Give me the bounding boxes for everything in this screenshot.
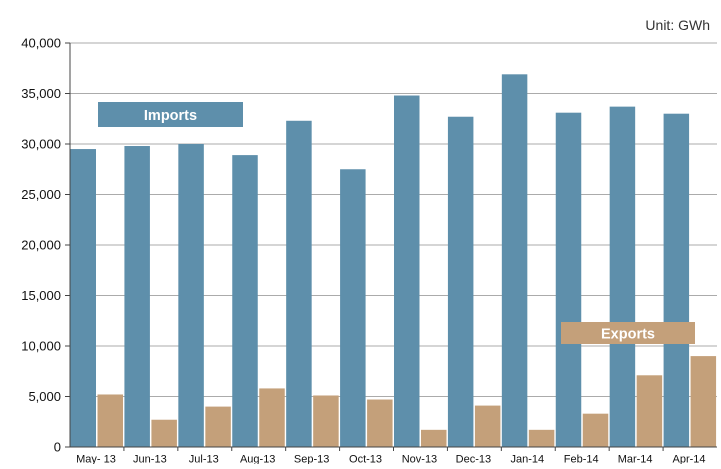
y-tick-label: 25,000: [21, 187, 61, 202]
bar-exports-3: [259, 388, 285, 447]
unit-label: Unit: GWh: [645, 17, 710, 33]
bar-imports-8: [501, 74, 528, 447]
x-tick-label: Dec-13: [456, 454, 491, 465]
bar-exports-9: [582, 413, 609, 447]
bar-exports-4: [313, 395, 339, 447]
y-tick-label: 35,000: [21, 86, 61, 101]
axes: [65, 42, 717, 451]
y-tick-label: 10,000: [21, 339, 61, 354]
x-tick-label: Oct-13: [349, 454, 382, 465]
gridlines: [70, 42, 717, 397]
bar-exports-0: [97, 394, 123, 447]
y-tick-label: 20,000: [21, 238, 61, 253]
x-tick-label: Mar-14: [618, 454, 653, 465]
bar-imports-7: [447, 116, 474, 447]
x-tick-label: Jan-14: [510, 454, 544, 465]
bar-imports-6: [394, 95, 420, 448]
x-tick-label: Nov-13: [402, 454, 437, 465]
labels: 0 5,000 10,000 15,000 20,000 25,000 30,000 35,0…: [21, 17, 710, 466]
bar-imports-9: [555, 112, 582, 447]
legend-exports-label: Exports: [601, 327, 655, 343]
bar-imports-1: [124, 146, 150, 447]
y-tick-label: 30,000: [21, 137, 61, 152]
x-tick-label: Jul-13: [189, 454, 219, 465]
bar-imports-5: [340, 169, 366, 447]
bar-imports-10: [609, 106, 636, 447]
y-tick-label: 5,000: [28, 389, 61, 404]
y-tick-label: 40,000: [21, 36, 61, 51]
bar-imports-2: [178, 144, 204, 447]
bar-exports-11: [690, 356, 717, 447]
bar-imports-0: [70, 149, 96, 448]
bar-exports-6: [421, 429, 447, 447]
bar-exports-8: [528, 429, 555, 447]
bar-imports-11: [663, 113, 690, 447]
bars: [70, 74, 717, 448]
bar-imports-4: [286, 120, 312, 448]
x-tick-label: May- 13: [76, 454, 116, 465]
bar-imports-3: [232, 155, 258, 448]
y-tick-label: 15,000: [21, 288, 61, 303]
x-tick-label: Sep-13: [294, 454, 329, 465]
legend-imports-label: Imports: [144, 108, 197, 124]
x-tick-label: Aug-13: [240, 454, 275, 465]
bar-exports-7: [474, 405, 501, 447]
x-tick-label: Apr-14: [673, 454, 706, 465]
legend-exports-box: [561, 322, 695, 344]
bar-exports-5: [367, 399, 393, 447]
bar-exports-2: [205, 406, 231, 447]
y-tick-label: 0: [54, 440, 61, 455]
bar-exports-1: [151, 419, 177, 447]
bar-exports-10: [636, 375, 663, 447]
x-tick-label: Feb-14: [564, 454, 599, 465]
x-tick-label: Jun-13: [133, 454, 167, 465]
legend-imports-box: [98, 102, 243, 127]
